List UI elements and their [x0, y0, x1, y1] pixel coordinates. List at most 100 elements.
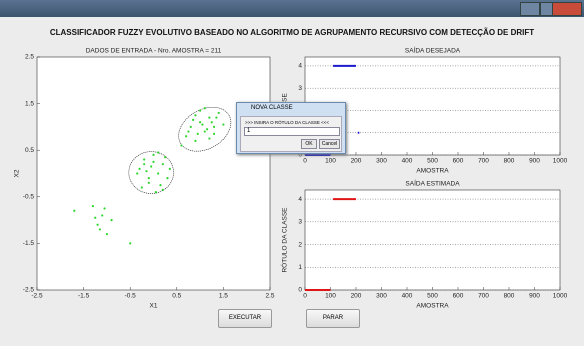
point [105, 232, 108, 236]
x-tick-label: 500 [427, 293, 438, 300]
cancel-button[interactable]: Cancel [319, 139, 340, 149]
x-axis-label: X1 [150, 303, 158, 310]
y-axis-label: RÓTULO DA CLASSE [280, 207, 289, 273]
dialog-title: NOVA CLASSE [251, 105, 293, 111]
point [212, 125, 216, 128]
point [201, 123, 204, 126]
dialog-prompt: >>> INSIRA O RÓTULO DA CLASSE <<< [245, 120, 330, 125]
point [103, 207, 106, 210]
y-tick-label: 0 [298, 287, 302, 294]
point [194, 139, 197, 142]
point [98, 228, 102, 231]
dialog-body: >>> INSIRA O RÓTULO DA CLASSE <<< 1 OK C… [240, 116, 342, 152]
plot-title: SAÍDA DESEJADA [405, 46, 461, 55]
minimize-button[interactable] [520, 2, 540, 16]
y-tick-label: 1 [298, 264, 302, 271]
x-tick-label: 900 [529, 158, 540, 165]
point [210, 121, 213, 124]
close-button[interactable] [552, 2, 582, 16]
point [110, 219, 113, 222]
x-tick-label: 700 [478, 158, 489, 165]
run-button[interactable]: EXECUTAR [218, 309, 272, 328]
x-tick-label: 0 [303, 158, 307, 165]
x-tick-label: 800 [504, 293, 515, 300]
line [305, 64, 360, 156]
point [187, 130, 190, 133]
cluster-boundary [178, 106, 232, 152]
x-tick-label: -0.5 [125, 293, 137, 300]
plot-title: SAÍDA ESTIMADA [405, 179, 460, 188]
y-tick-label: -0.5 [23, 194, 35, 201]
point [205, 128, 209, 131]
y-tick-label: -1.5 [23, 240, 35, 247]
x-tick-label: 200 [351, 158, 362, 165]
stop-button[interactable]: PARAR [306, 309, 360, 328]
x-tick-label: 0 [303, 293, 307, 300]
point [157, 172, 160, 175]
point [194, 114, 197, 117]
point [94, 216, 97, 219]
point [208, 116, 211, 119]
y-tick-label: 1.5 [25, 100, 34, 107]
point [138, 167, 141, 170]
x-axis-label: AMOSTRA [416, 303, 449, 310]
y-axis-label: X2 [14, 169, 21, 177]
x-tick-label: 100 [325, 158, 336, 165]
y-tick-label: 0 [298, 152, 302, 159]
point [150, 165, 153, 168]
x-tick-label: -1.5 [78, 293, 90, 300]
point [147, 181, 150, 184]
dialog: NOVA CLASSE >>> INSIRA O RÓTULO DA CLASS… [236, 102, 346, 154]
title-bar [0, 0, 584, 17]
x-tick-label: 200 [351, 293, 362, 300]
plot-area [36, 56, 271, 291]
point [164, 156, 167, 159]
y-tick-label: 0.5 [25, 147, 34, 154]
point [185, 135, 188, 138]
x-tick-label: 300 [376, 158, 387, 165]
x-tick-label: 900 [529, 293, 540, 300]
x-tick-label: -2.5 [31, 293, 43, 300]
point [199, 109, 202, 112]
cluster-boundary [128, 151, 174, 194]
x-tick-label: 600 [453, 158, 464, 165]
x-tick-label: 700 [478, 293, 489, 300]
y-tick-label: 4 [298, 63, 302, 70]
plot-area [304, 189, 561, 291]
y-tick-label: -2.5 [23, 287, 35, 294]
point [101, 214, 104, 217]
ok-button[interactable]: OK [301, 139, 317, 149]
x-tick-label: 1000 [553, 293, 568, 300]
x-tick-label: 400 [402, 158, 413, 165]
y-tick-label: 3 [298, 219, 302, 226]
point [168, 167, 171, 170]
point [159, 184, 162, 187]
point [203, 107, 206, 110]
point [166, 177, 169, 180]
y-tick-label: 4 [298, 196, 302, 203]
dialog-input[interactable]: 1 [244, 127, 340, 136]
point [161, 188, 164, 191]
y-tick-label: 2.5 [25, 54, 34, 61]
point [192, 118, 195, 122]
x-tick-label: 400 [402, 293, 413, 300]
plot-area [304, 56, 561, 156]
point [147, 177, 150, 180]
point [208, 137, 211, 140]
point [152, 160, 155, 163]
x-tick-label: 2.5 [265, 293, 274, 300]
point [215, 116, 218, 119]
point [154, 191, 157, 194]
x-axis-label: AMOSTRA [416, 168, 449, 175]
header-title: CLASSIFICADOR FUZZY EVOLUTIVO BASEADO NO… [49, 28, 535, 37]
point [203, 130, 206, 133]
point [161, 163, 164, 166]
point [143, 163, 146, 166]
x-tick-label: 500 [427, 158, 438, 165]
point [222, 123, 225, 126]
point [145, 170, 148, 173]
x-tick-label: 600 [453, 293, 464, 300]
x-tick-label: 800 [504, 158, 515, 165]
